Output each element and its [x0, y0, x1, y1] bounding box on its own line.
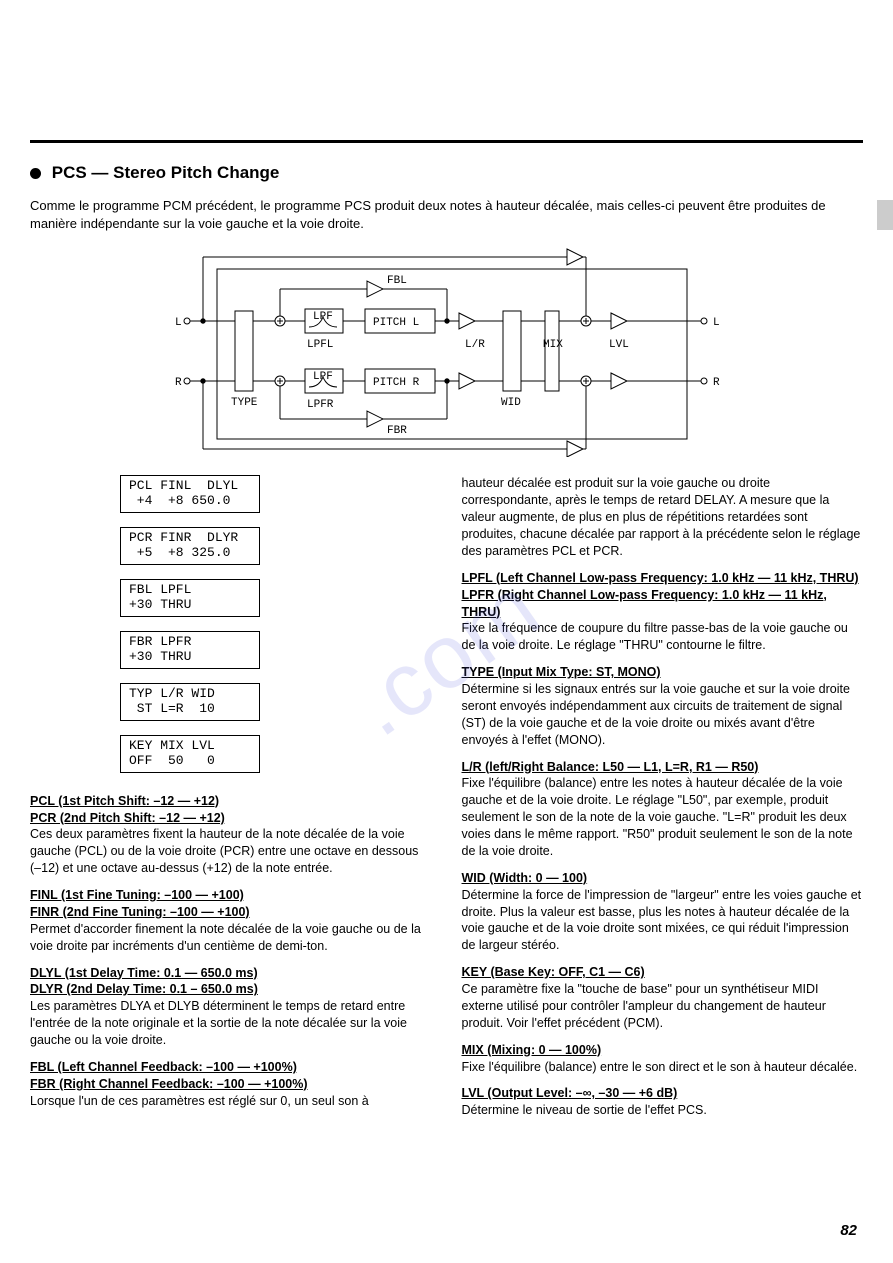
param-heading: WID (Width: 0 — 100)	[462, 870, 864, 887]
param-heading: KEY (Base Key: OFF, C1 — C6)	[462, 964, 864, 981]
param-body: Ces deux paramètres fixent la hauteur de…	[30, 826, 432, 877]
param-heading: TYPE (Input Mix Type: ST, MONO)	[462, 664, 864, 681]
svg-text:L/R: L/R	[465, 339, 485, 351]
svg-text:PITCH L: PITCH L	[373, 317, 419, 329]
param-body: Détermine la force de l'impression de "l…	[462, 887, 864, 955]
param-heading: FINL (1st Fine Tuning: –100 — +100)	[30, 887, 432, 904]
param-heading: DLYL (1st Delay Time: 0.1 — 650.0 ms)	[30, 965, 432, 982]
intro-paragraph: Comme le programme PCM précédent, le pro…	[30, 197, 863, 233]
param-box: KEY MIX LVL OFF 50 0	[120, 735, 260, 773]
param-body-continued: hauteur décalée est produit sur la voie …	[462, 475, 864, 559]
svg-text:L: L	[713, 317, 720, 329]
param-box: TYP L/R WID ST L=R 10	[120, 683, 260, 721]
svg-text:LPFR: LPFR	[307, 399, 334, 411]
edge-tab	[877, 200, 893, 230]
param-box: PCR FINR DLYR +5 +8 325.0	[120, 527, 260, 565]
svg-text:LVL: LVL	[609, 339, 629, 351]
param-body: Ce paramètre fixe la "touche de base" po…	[462, 981, 864, 1032]
page-number: 82	[840, 1222, 857, 1239]
param-heading: LPFL (Left Channel Low-pass Frequency: 1…	[462, 570, 864, 587]
parameter-boxes: PCL FINL DLYL +4 +8 650.0 PCR FINR DLYR …	[120, 475, 432, 772]
svg-text:LPFL: LPFL	[307, 339, 333, 351]
param-box: FBR LPFR +30 THRU	[120, 631, 260, 669]
page: PCS — Stereo Pitch Change Comme le progr…	[0, 0, 893, 1263]
svg-text:FBR: FBR	[387, 425, 407, 437]
param-heading: LVL (Output Level: –∞, –30 — +6 dB)	[462, 1085, 864, 1102]
param-body: Permet d'accorder finement la note décal…	[30, 921, 432, 955]
param-body: Détermine si les signaux entrés sur la v…	[462, 681, 864, 749]
param-box: PCL FINL DLYL +4 +8 650.0	[120, 475, 260, 513]
param-heading: FINR (2nd Fine Tuning: –100 — +100)	[30, 904, 432, 921]
svg-text:L: L	[175, 317, 182, 329]
svg-text:PITCH R: PITCH R	[373, 377, 420, 389]
param-body: Fixe la fréquence de coupure du filtre p…	[462, 620, 864, 654]
left-column: PCL FINL DLYL +4 +8 650.0 PCR FINR DLYR …	[30, 475, 432, 1127]
param-heading: PCR (2nd Pitch Shift: –12 — +12)	[30, 810, 432, 827]
content-columns: PCL FINL DLYL +4 +8 650.0 PCR FINR DLYR …	[30, 475, 863, 1127]
param-heading: DLYR (2nd Delay Time: 0.1 – 650.0 ms)	[30, 981, 432, 998]
param-box: FBL LPFL +30 THRU	[120, 579, 260, 617]
param-heading: LPFR (Right Channel Low-pass Frequency: …	[462, 587, 864, 621]
svg-text:WID: WID	[501, 397, 521, 409]
param-heading: L/R (left/Right Balance: L50 — L1, L=R, …	[462, 759, 864, 776]
title-text: PCS — Stereo Pitch Change	[52, 163, 280, 182]
svg-text:R: R	[175, 377, 182, 389]
svg-text:R: R	[713, 377, 720, 389]
param-heading: PCL (1st Pitch Shift: –12 — +12)	[30, 793, 432, 810]
param-heading: FBR (Right Channel Feedback: –100 — +100…	[30, 1076, 432, 1093]
param-body: Fixe l'équilibre (balance) entre les not…	[462, 775, 864, 859]
top-rule	[30, 140, 863, 143]
signal-flow-diagram: L R TYPE LPF LPFL PITCH L LPF LPFR	[167, 247, 727, 457]
right-column: hauteur décalée est produit sur la voie …	[462, 475, 864, 1127]
param-heading: FBL (Left Channel Feedback: –100 — +100%…	[30, 1059, 432, 1076]
param-body: Fixe l'équilibre (balance) entre le son …	[462, 1059, 864, 1076]
param-body: Les paramètres DLYA et DLYB déterminent …	[30, 998, 432, 1049]
param-heading: MIX (Mixing: 0 — 100%)	[462, 1042, 864, 1059]
svg-text:FBL: FBL	[387, 275, 407, 287]
bullet-icon	[30, 168, 41, 179]
param-body: Lorsque l'un de ces paramètres est réglé…	[30, 1093, 432, 1110]
svg-text:MIX: MIX	[543, 339, 563, 351]
svg-text:TYPE: TYPE	[231, 397, 258, 409]
param-body: Détermine le niveau de sortie de l'effet…	[462, 1102, 864, 1119]
section-title: PCS — Stereo Pitch Change	[30, 163, 863, 183]
